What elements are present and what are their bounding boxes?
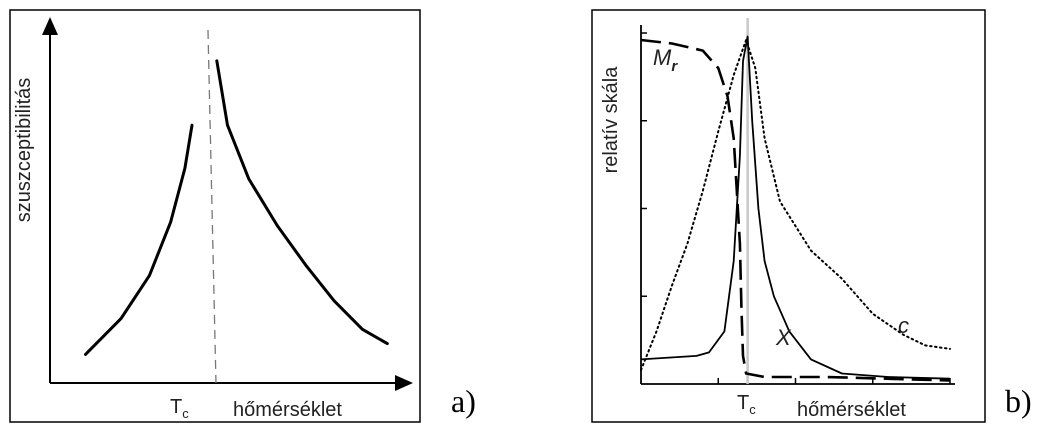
series-mr-line bbox=[640, 38, 951, 382]
series-label-x: X bbox=[775, 325, 792, 350]
panel-a-frame bbox=[9, 9, 421, 423]
panel-a-ylabel: szuszceptibilitás bbox=[13, 78, 35, 223]
susceptibility-curve-below-tc bbox=[84, 123, 194, 356]
x-axis-arrow bbox=[395, 375, 413, 391]
susceptibility-curve-above-tc bbox=[215, 59, 389, 346]
y-axis-arrow bbox=[42, 17, 58, 35]
panel-b-xlabel: hőmérséklet bbox=[797, 399, 906, 421]
panel-a-plot bbox=[42, 17, 413, 391]
panel-b-tc-label: Tc bbox=[737, 392, 756, 417]
panel-a-letter: a) bbox=[451, 383, 476, 419]
series-c-line bbox=[640, 39, 951, 371]
series-label-c: c bbox=[898, 313, 909, 338]
panel-a-xlabel: hőmérséklet bbox=[233, 399, 342, 421]
panel-b-frame bbox=[591, 9, 986, 423]
panel-b-letter: b) bbox=[1005, 383, 1032, 419]
series-x-line bbox=[640, 35, 951, 380]
panel-b-ylabel: relatív skála bbox=[600, 66, 622, 174]
panel-a-tc-label: Tc bbox=[170, 396, 189, 421]
critical-temperature-line bbox=[207, 29, 217, 384]
series-label-mr: Mr bbox=[653, 45, 678, 75]
panel-b-plot bbox=[640, 18, 955, 385]
